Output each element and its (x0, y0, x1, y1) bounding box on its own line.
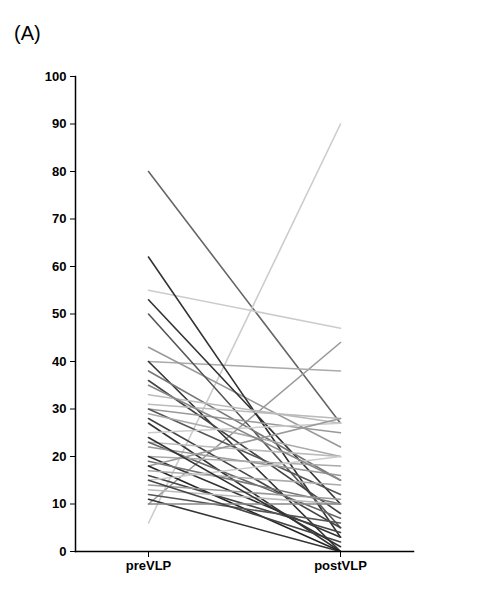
svg-text:30: 30 (52, 401, 66, 416)
svg-text:90: 90 (52, 116, 66, 131)
svg-text:20: 20 (52, 449, 66, 464)
svg-text:50: 50 (52, 306, 66, 321)
svg-text:70: 70 (52, 211, 66, 226)
svg-text:80: 80 (52, 164, 66, 179)
svg-text:postVLP: postVLP (314, 558, 367, 573)
svg-text:0: 0 (59, 544, 66, 559)
svg-text:preVLP: preVLP (126, 558, 172, 573)
svg-text:10: 10 (52, 496, 66, 511)
html-text:(A): (A) (14, 22, 41, 44)
svg-text:40: 40 (52, 354, 66, 369)
svg-text:60: 60 (52, 259, 66, 274)
svg-text:100: 100 (45, 69, 67, 84)
